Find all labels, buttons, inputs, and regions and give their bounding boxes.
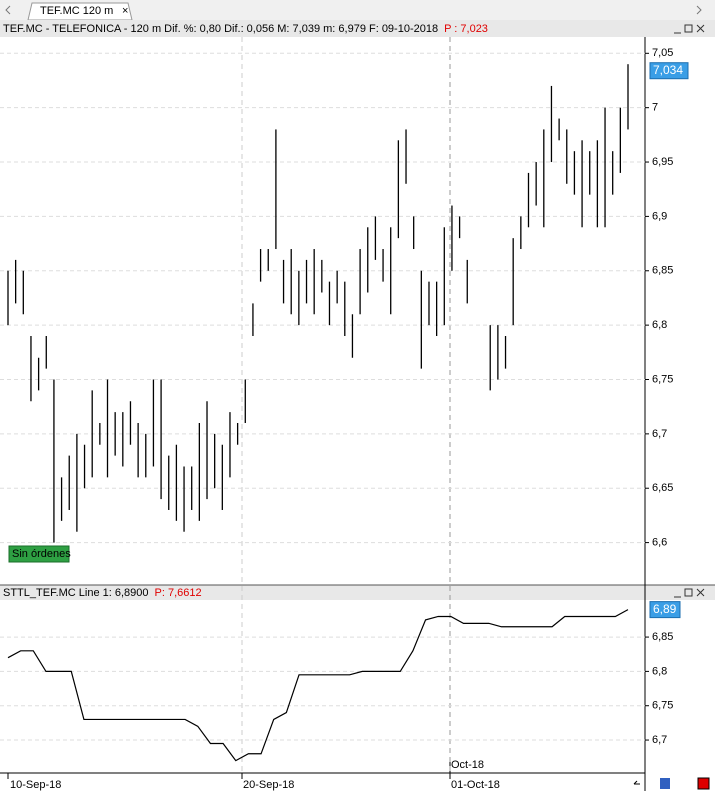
panel-buttons[interactable] (674, 24, 705, 598)
y-tick-label: 6,8 (652, 665, 667, 677)
y-tick-label: 6,85 (652, 631, 673, 643)
y-tick-label: 6,9 (652, 210, 667, 222)
last-value-label: 6,89 (653, 602, 677, 616)
y-tick-label: 7,05 (652, 47, 673, 59)
last-value-label: 7,034 (653, 63, 683, 77)
y-tick-label: 6,95 (652, 156, 673, 168)
y-tick-label: 6,75 (652, 373, 673, 385)
top-title: TEF.MC - TELEFONICA - 120 m Dif. %: 0,80… (3, 23, 488, 35)
top-header (0, 20, 715, 37)
scroll-left[interactable] (5, 5, 11, 15)
y-tick-label: 6,65 (652, 482, 673, 494)
y-tick-label: 7 (652, 102, 658, 114)
y-tick-label: 6,7 (652, 734, 667, 746)
top-price: P : 7,023 (444, 23, 488, 35)
scroll-right[interactable] (696, 5, 702, 15)
x-label: 01-Oct-18 (451, 779, 500, 791)
last-value-box (649, 62, 689, 80)
y-tick-label: 6,7 (652, 428, 667, 440)
bottom-price: P: 7,6612 (155, 587, 202, 599)
tab-bar (0, 0, 715, 20)
indicator-line (7, 609, 629, 762)
toolbar-icons[interactable] (633, 777, 710, 790)
top-title-text: TEF.MC - TELEFONICA - 120 m Dif. %: 0,80… (3, 23, 438, 35)
y-tick-label: 6,75 (652, 700, 673, 712)
tab-close[interactable]: × (122, 5, 128, 17)
bottom-title-text: STTL_TEF.MC Line 1: 6,8900 (3, 587, 149, 599)
bottom-title: STTL_TEF.MC Line 1: 6,8900 P: 7,6612 (3, 587, 202, 599)
y-tick-label: 6,85 (652, 265, 673, 277)
last-value-box (649, 601, 681, 619)
x-label: 20-Sep-18 (243, 779, 294, 791)
month-label: Oct-18 (451, 759, 484, 771)
badge (8, 545, 70, 563)
y-tick-label: 6,8 (652, 319, 667, 331)
tab-label[interactable]: TEF.MC 120 m (40, 5, 113, 17)
badge-label: Sin órdenes (12, 548, 71, 560)
y-tick-label: 6,6 (652, 537, 667, 549)
bottom-header (0, 585, 715, 600)
x-label: 10-Sep-18 (10, 779, 61, 791)
